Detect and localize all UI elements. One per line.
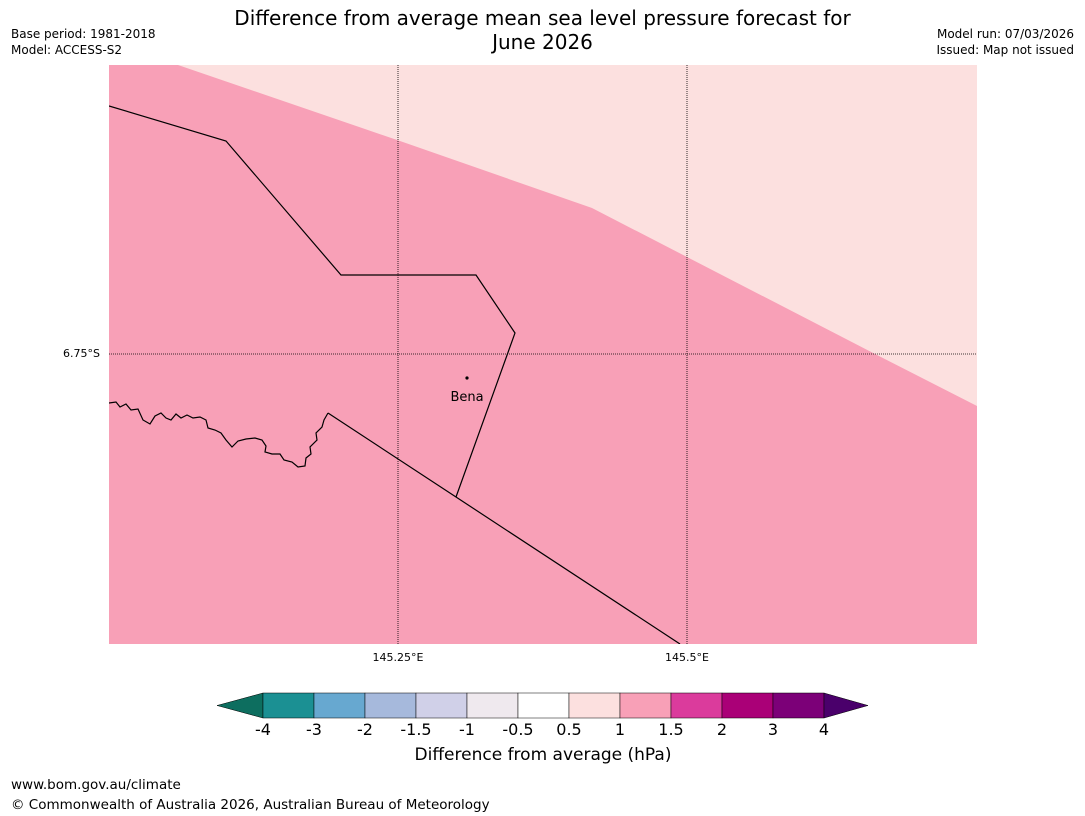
colorbar-swatch bbox=[466, 692, 519, 719]
base-period: Base period: 1981-2018 bbox=[11, 27, 156, 41]
model-run: Model run: 07/03/2026 bbox=[936, 27, 1074, 41]
colorbar-swatch bbox=[517, 692, 570, 719]
colorbar-tick: 4 bbox=[818, 720, 830, 739]
longitude-label-145.5: 145.5°E bbox=[665, 651, 709, 664]
colorbar-tick: 1.5 bbox=[658, 720, 684, 739]
title-line-2: June 2026 bbox=[492, 30, 593, 54]
colorbar-extend-low bbox=[216, 692, 264, 719]
model-name: Model: ACCESS-S2 bbox=[11, 43, 123, 57]
title-line-1: Difference from average mean sea level p… bbox=[234, 6, 851, 30]
colorbar-tick: -2 bbox=[357, 720, 373, 739]
colorbar-tick: 1 bbox=[614, 720, 626, 739]
latitude-label: 6.75°S bbox=[63, 347, 100, 360]
bena-marker bbox=[465, 376, 469, 380]
colorbar-swatch bbox=[670, 692, 723, 719]
colorbar-tick: -0.5 bbox=[502, 720, 534, 739]
footer-url: www.bom.gov.au/climate bbox=[11, 777, 181, 793]
colorbar-swatch bbox=[568, 692, 621, 719]
colorbar-swatch bbox=[313, 692, 366, 719]
colorbar-label: Difference from average (hPa) bbox=[414, 745, 672, 765]
colorbar-tick: 2 bbox=[716, 720, 728, 739]
colorbar-tick: 0.5 bbox=[556, 720, 582, 739]
longitude-label-145.25: 145.25°E bbox=[372, 651, 424, 664]
metadata-left: Base period: 1981-2018 Model: ACCESS-S2 bbox=[11, 26, 156, 58]
place-label-bena: Bena bbox=[450, 390, 483, 405]
colorbar-swatch bbox=[721, 692, 774, 719]
colorbar-tick: -4 bbox=[255, 720, 271, 739]
colorbar-swatch bbox=[262, 692, 315, 719]
footer: www.bom.gov.au/climate © Commonwealth of… bbox=[11, 775, 490, 815]
province-boundary-south bbox=[327, 412, 681, 644]
map-title: Difference from average mean sea level p… bbox=[200, 6, 885, 54]
colorbar-extend-high bbox=[823, 692, 869, 719]
footer-copyright: © Commonwealth of Australia 2026, Austra… bbox=[11, 797, 490, 813]
anomaly-band-0.5-to-1 bbox=[178, 65, 977, 406]
colorbar-swatch bbox=[619, 692, 672, 719]
colorbar-swatch bbox=[772, 692, 825, 719]
colorbar-swatch bbox=[415, 692, 468, 719]
colorbar-swatch bbox=[364, 692, 417, 719]
issued-status: Issued: Map not issued bbox=[936, 43, 1074, 57]
coastline-river bbox=[109, 401, 329, 468]
metadata-right: Model run: 07/03/2026 Issued: Map not is… bbox=[936, 26, 1074, 58]
colorbar-tick: -1.5 bbox=[400, 720, 432, 739]
province-boundary-north bbox=[109, 105, 516, 498]
colorbar-tick: 3 bbox=[767, 720, 779, 739]
colorbar-tick: -3 bbox=[306, 720, 322, 739]
colorbar-tick: -1 bbox=[459, 720, 475, 739]
